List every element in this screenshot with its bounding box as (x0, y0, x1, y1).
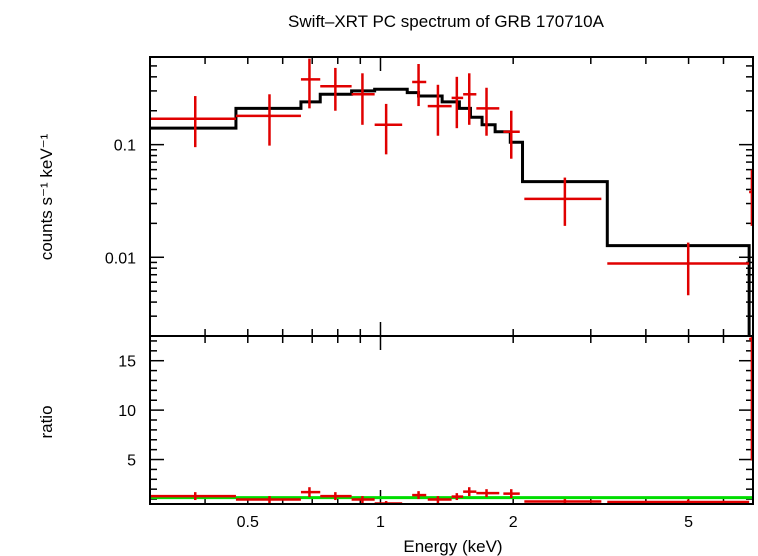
chart-title: Swift–XRT PC spectrum of GRB 170710A (288, 12, 605, 31)
ratio-point (150, 492, 236, 501)
x-tick-label: 2 (509, 514, 518, 531)
x-tick-label: 5 (684, 514, 693, 531)
x-axis-label: Energy (keV) (403, 537, 502, 556)
ratio-point (476, 489, 500, 498)
ratio-point (235, 496, 301, 504)
model-step-line (150, 87, 751, 336)
y-tick-label: 0.1 (114, 138, 136, 155)
data-point (300, 58, 321, 109)
x-tick-label: 1 (376, 514, 385, 531)
data-point (320, 67, 352, 111)
ratio-axes-box (149, 335, 754, 505)
y-tick-label: 10 (118, 403, 136, 420)
data-point (476, 87, 500, 136)
data-point (351, 73, 375, 125)
data-point (451, 76, 464, 129)
y-tick-label: 5 (127, 453, 136, 470)
x-tick-label: 0.5 (237, 514, 259, 531)
data-point (427, 84, 452, 136)
spectrum-data-points (150, 58, 754, 296)
data-point (235, 94, 301, 146)
spectrum-frame (149, 56, 754, 337)
ratio-frame (149, 335, 754, 505)
ratio-point (351, 496, 375, 504)
ratio-point (412, 491, 427, 500)
data-point (150, 96, 236, 148)
data-point (607, 242, 750, 296)
spectrum-ticks: 0.01 0.1 (105, 57, 754, 337)
ratio-point (320, 492, 352, 501)
y-tick-label: 15 (118, 354, 136, 371)
spectrum-axes-box (149, 56, 754, 337)
y-tick-label: 0.01 (105, 250, 136, 267)
data-point (374, 103, 403, 155)
y-axis-label-ratio: ratio (37, 405, 56, 438)
data-point (412, 63, 427, 107)
ratio-panel: 5 10 15 0.5 1 2 5 (118, 335, 754, 531)
ratio-point (503, 489, 520, 499)
spectrum-panel: 0.01 0.1 (105, 56, 754, 337)
ratio-point (451, 493, 464, 501)
ratio-point (427, 496, 452, 504)
data-point (524, 177, 602, 226)
ratio-point (463, 487, 477, 497)
data-point (503, 110, 520, 159)
ratio-data-points (150, 336, 754, 505)
ratio-point (300, 487, 321, 498)
model-curve (150, 87, 751, 336)
y-axis-label-spectrum: counts s⁻¹ keV⁻¹ (37, 133, 56, 260)
data-point (463, 73, 477, 125)
